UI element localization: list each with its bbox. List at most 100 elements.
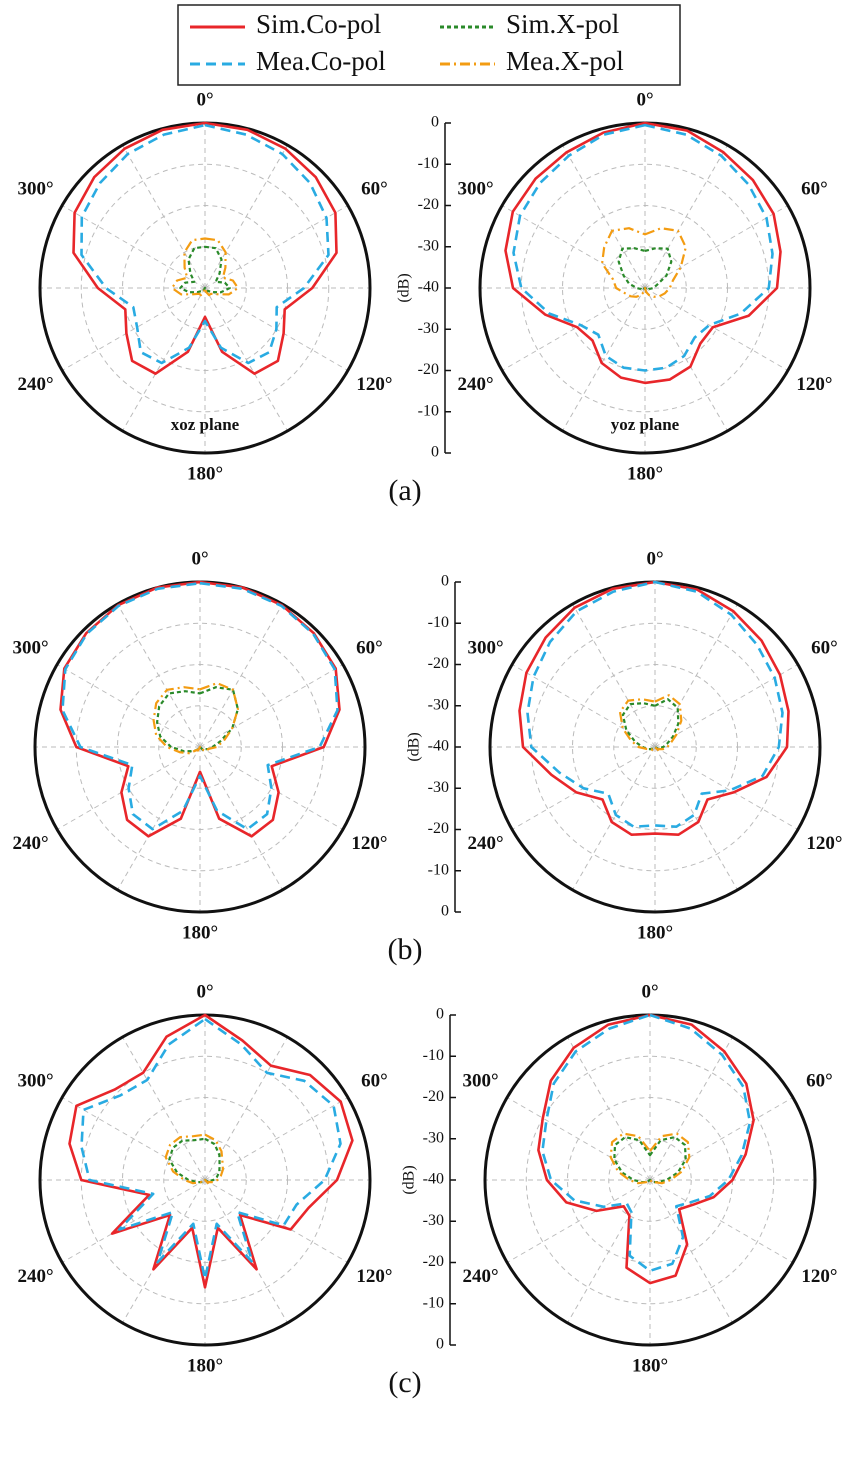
theta-tick-label: 300°: [17, 1071, 53, 1092]
r-tick-label: -40: [428, 738, 449, 755]
series-line: [80, 123, 330, 365]
plot-subtitle: yoz plane: [611, 415, 680, 434]
r-tick-label: -10: [423, 1047, 444, 1064]
series-line: [609, 1132, 691, 1185]
series-line: [72, 121, 338, 375]
r-tick-label: 0: [436, 1006, 444, 1023]
polar-plot: 0° 60° 120° 180° 240° 300° 0 0 -10 -10 -20 -20 -30 -3…: [401, 981, 838, 1376]
r-tick-label: 0: [431, 444, 439, 461]
grid-spoke: [506, 1097, 651, 1181]
polar-plot: 0° 60° 120° 180° 240° 300° 0 0 -10 -10 -20 -20 -30 -3…: [406, 548, 843, 943]
grid-spoke: [654, 746, 738, 891]
grid-spoke: [506, 1179, 651, 1263]
r-tick-label: -30: [418, 320, 439, 337]
grid-spoke: [501, 287, 646, 371]
grid-spoke: [61, 205, 206, 289]
theta-tick-label: 60°: [811, 638, 838, 659]
grid-spoke: [644, 287, 789, 371]
grid-spoke: [204, 1036, 288, 1181]
grid-spoke: [204, 1097, 349, 1181]
grid-spoke: [122, 1036, 206, 1181]
plot-subtitle: xoz plane: [171, 415, 240, 434]
series-line: [601, 227, 687, 298]
r-tick-label: -20: [418, 196, 439, 213]
panel-caption: (a): [388, 474, 421, 507]
r-tick-label: -10: [418, 402, 439, 419]
theta-tick-label: 240°: [457, 374, 493, 395]
theta-tick-label: 240°: [12, 833, 48, 854]
theta-tick-label: 180°: [627, 463, 663, 484]
grid-spoke: [199, 603, 283, 748]
r-tick-label: -30: [428, 779, 449, 796]
theta-tick-label: 120°: [796, 374, 832, 395]
theta-tick-label: 0°: [646, 548, 663, 569]
theta-tick-label: 60°: [801, 179, 828, 200]
grid-spoke: [204, 287, 288, 432]
grid-spoke: [649, 1036, 733, 1181]
r-tick-label: -30: [423, 1212, 444, 1229]
r-tick-label: -20: [423, 1253, 444, 1270]
panel-caption: (c): [388, 1366, 421, 1399]
series-line: [68, 1013, 354, 1289]
r-tick-label: 0: [441, 903, 449, 920]
grid-circle: [163, 246, 247, 330]
grid-spoke: [562, 144, 646, 289]
grid-spoke: [649, 1097, 794, 1181]
grid-spoke: [117, 746, 201, 891]
grid-spoke: [204, 1179, 349, 1263]
grid-spoke: [122, 1179, 206, 1324]
theta-tick-label: 60°: [806, 1071, 833, 1092]
grid-spoke: [654, 603, 738, 748]
series-line: [541, 1013, 752, 1273]
grid-spoke: [204, 205, 349, 289]
theta-tick-label: 60°: [361, 1071, 388, 1092]
r-axis-label: (dB): [401, 1165, 418, 1194]
grid-spoke: [644, 287, 728, 432]
series-line: [61, 581, 339, 831]
r-tick-label: -20: [423, 1088, 444, 1105]
grid-spoke: [572, 746, 656, 891]
r-tick-label: -20: [428, 655, 449, 672]
grid-spoke: [117, 603, 201, 748]
grid-spoke: [199, 664, 344, 748]
r-tick-label: -10: [423, 1294, 444, 1311]
series-line: [618, 694, 683, 751]
r-tick-label: -30: [418, 237, 439, 254]
theta-tick-label: 0°: [641, 981, 658, 1002]
theta-tick-label: 240°: [462, 1266, 498, 1287]
grid-circle: [613, 705, 697, 789]
theta-tick-label: 60°: [361, 179, 388, 200]
series-line: [504, 121, 782, 385]
series-line: [512, 123, 774, 372]
theta-tick-label: 120°: [351, 833, 387, 854]
series-line: [613, 1136, 687, 1184]
series-line: [537, 1013, 755, 1285]
r-axis-label: (dB): [396, 273, 413, 302]
r-tick-label: 0: [441, 573, 449, 590]
r-tick-label: -20: [428, 820, 449, 837]
theta-tick-label: 180°: [187, 463, 223, 484]
grid-spoke: [199, 746, 283, 891]
theta-tick-label: 0°: [636, 89, 653, 110]
theta-tick-label: 240°: [467, 833, 503, 854]
grid-spoke: [649, 1179, 733, 1324]
theta-tick-label: 240°: [17, 1266, 53, 1287]
grid-circle: [608, 1138, 692, 1222]
polar-plot: 0° 60° 120° 180° 240° 300° xoz plane (a): [17, 89, 421, 507]
grid-spoke: [572, 603, 656, 748]
grid-spoke: [501, 205, 646, 289]
r-tick-label: -10: [428, 614, 449, 631]
legend-box: [177, 4, 681, 86]
legend-label: Sim.Co-pol: [256, 9, 381, 39]
theta-tick-label: 0°: [196, 981, 213, 1002]
grid-spoke: [61, 287, 206, 371]
theta-tick-label: 120°: [806, 833, 842, 854]
r-tick-label: -40: [423, 1171, 444, 1188]
grid-spoke: [567, 1036, 651, 1181]
grid-spoke: [204, 144, 288, 289]
r-tick-label: -40: [418, 279, 439, 296]
grid-circle: [158, 705, 242, 789]
r-tick-label: -20: [418, 361, 439, 378]
grid-spoke: [649, 1179, 794, 1263]
r-tick-label: -10: [418, 155, 439, 172]
